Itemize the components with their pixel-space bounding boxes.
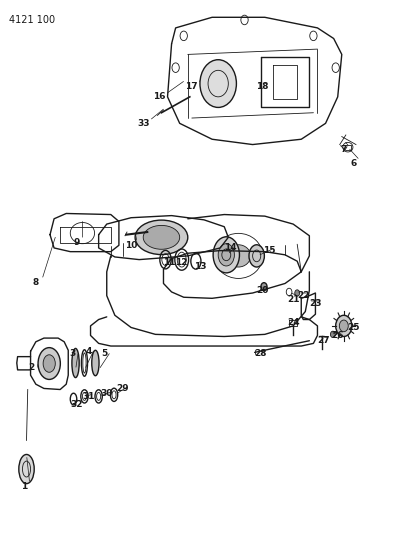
Text: 29: 29 xyxy=(117,384,129,393)
Ellipse shape xyxy=(135,220,188,255)
Ellipse shape xyxy=(200,60,236,108)
Text: 15: 15 xyxy=(263,246,275,255)
Text: 3: 3 xyxy=(69,350,75,359)
Ellipse shape xyxy=(339,320,348,332)
Text: 11: 11 xyxy=(163,258,176,266)
Text: 14: 14 xyxy=(224,244,237,253)
Ellipse shape xyxy=(92,350,99,376)
Text: 18: 18 xyxy=(257,82,269,91)
Text: 7: 7 xyxy=(341,146,347,155)
Text: 21: 21 xyxy=(287,295,299,304)
Ellipse shape xyxy=(38,348,60,379)
Ellipse shape xyxy=(218,244,234,266)
Text: 27: 27 xyxy=(317,336,330,345)
Ellipse shape xyxy=(261,282,267,290)
Text: 24: 24 xyxy=(287,318,299,327)
Text: 16: 16 xyxy=(153,92,166,101)
Text: 5: 5 xyxy=(102,350,108,359)
Text: 4: 4 xyxy=(85,347,92,356)
Text: 4121 100: 4121 100 xyxy=(9,14,55,25)
Text: 22: 22 xyxy=(297,291,310,300)
Text: 6: 6 xyxy=(351,159,357,167)
Ellipse shape xyxy=(43,355,55,372)
Text: 1: 1 xyxy=(20,482,27,491)
Text: 25: 25 xyxy=(348,323,360,332)
Text: 30: 30 xyxy=(100,389,113,398)
Ellipse shape xyxy=(249,245,264,267)
Text: 8: 8 xyxy=(33,278,39,287)
Text: 32: 32 xyxy=(70,400,82,409)
Text: 33: 33 xyxy=(137,119,149,128)
Text: 12: 12 xyxy=(175,258,188,266)
Text: 26: 26 xyxy=(331,331,344,340)
Text: 2: 2 xyxy=(29,363,35,372)
Text: 17: 17 xyxy=(186,82,198,91)
Ellipse shape xyxy=(336,316,352,336)
Text: 28: 28 xyxy=(255,350,267,359)
Ellipse shape xyxy=(19,455,34,483)
Text: 10: 10 xyxy=(125,241,137,250)
Ellipse shape xyxy=(143,225,180,249)
Text: 13: 13 xyxy=(194,262,206,271)
Ellipse shape xyxy=(72,349,79,377)
Ellipse shape xyxy=(213,237,239,273)
Text: 9: 9 xyxy=(73,238,80,247)
Text: 31: 31 xyxy=(82,392,95,401)
Ellipse shape xyxy=(226,245,251,267)
Ellipse shape xyxy=(295,290,299,296)
Text: 20: 20 xyxy=(257,286,269,295)
Text: 23: 23 xyxy=(309,299,322,308)
Ellipse shape xyxy=(330,331,335,337)
